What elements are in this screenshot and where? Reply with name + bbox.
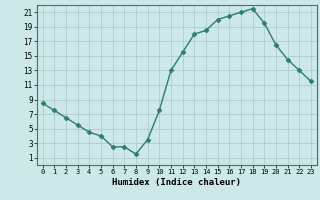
X-axis label: Humidex (Indice chaleur): Humidex (Indice chaleur) (112, 178, 241, 187)
